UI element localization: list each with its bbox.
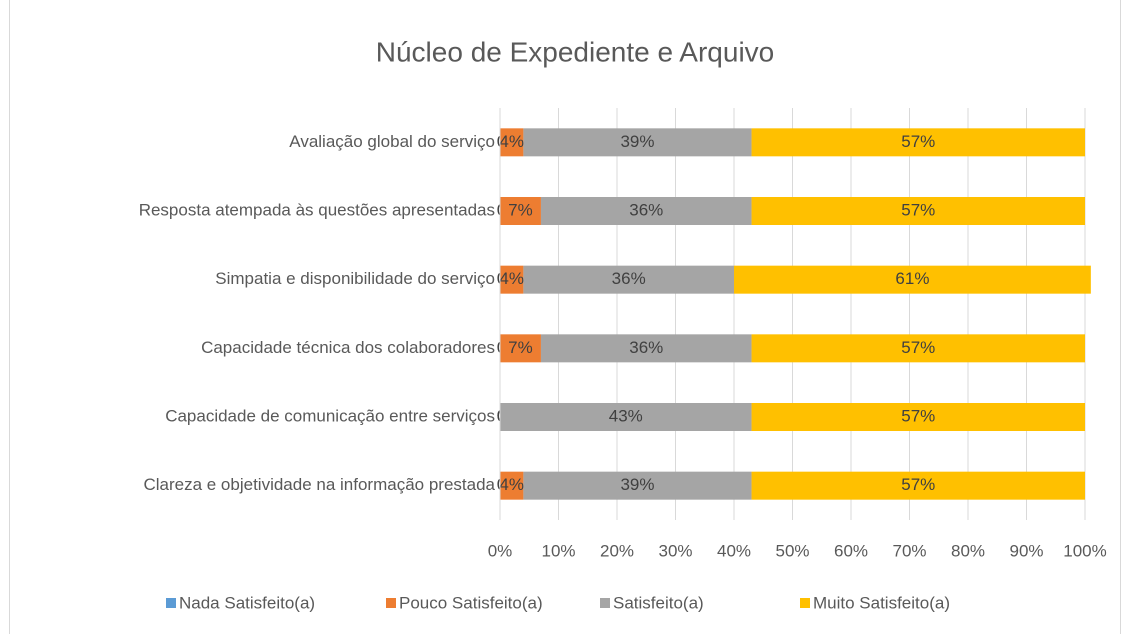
chart-title: Núcleo de Expediente e Arquivo [376,36,775,67]
legend-label: Pouco Satisfeito(a) [399,593,543,612]
bar-segment [523,128,752,157]
bar-segment [751,403,1085,431]
data-label: 57% [901,132,935,151]
data-label: 39% [620,132,654,151]
x-tick-label: 0% [488,541,513,560]
data-label: 36% [629,200,663,219]
data-label: 57% [901,475,935,494]
data-label: 43% [609,406,643,425]
x-tick-label: 70% [892,541,926,560]
bar-segment [540,334,752,363]
legend-label: Satisfeito(a) [613,593,704,612]
data-label: 7% [508,200,533,219]
bar-segment [500,403,752,431]
x-tick-label: 50% [775,541,809,560]
x-tick-label: 90% [1009,541,1043,560]
legend-swatch [800,598,810,608]
x-tick-label: 40% [717,541,751,560]
bar-segment [751,128,1085,157]
category-label: Avaliação global do serviço [289,132,495,151]
data-label: 57% [901,200,935,219]
bar-segment [523,471,752,500]
bar-segment [751,334,1085,363]
legend-swatch [166,598,176,608]
x-tick-label: 60% [834,541,868,560]
data-label: 36% [612,269,646,288]
data-label: 39% [620,475,654,494]
x-tick-label: 80% [951,541,985,560]
bar-segment [751,197,1085,225]
data-label: 4% [499,269,524,288]
data-label: 61% [895,269,929,288]
legend-label: Muito Satisfeito(a) [813,593,950,612]
bar-segment [500,265,524,294]
bar-segment [500,128,524,157]
data-label: 4% [499,132,524,151]
category-label: Capacidade técnica dos colaboradores [201,338,495,357]
bar-segment [500,471,524,500]
data-label: 4% [499,475,524,494]
bar-segment [751,471,1085,500]
data-label: 36% [629,338,663,357]
bar-segment [540,197,752,225]
legend-swatch [386,598,396,608]
x-tick-label: 10% [541,541,575,560]
x-tick-label: 20% [600,541,634,560]
category-label: Simpatia e disponibilidade do serviço [215,269,495,288]
x-tick-label: 30% [658,541,692,560]
x-tick-label: 100% [1063,541,1106,560]
legend-label: Nada Satisfeito(a) [179,593,315,612]
category-label: Clareza e objetividade na informação pre… [143,475,495,494]
bar-segment [500,197,541,225]
data-label: 57% [901,406,935,425]
data-label: 7% [508,338,533,357]
bar-segment [500,334,541,363]
bar-segment [734,265,1091,294]
data-label: 57% [901,338,935,357]
legend-swatch [600,598,610,608]
category-label: Capacidade de comunicação entre serviços [165,406,495,425]
category-label: Resposta atempada às questões apresentad… [139,200,495,219]
bar-segment [523,265,734,294]
chart-border [9,0,1121,634]
